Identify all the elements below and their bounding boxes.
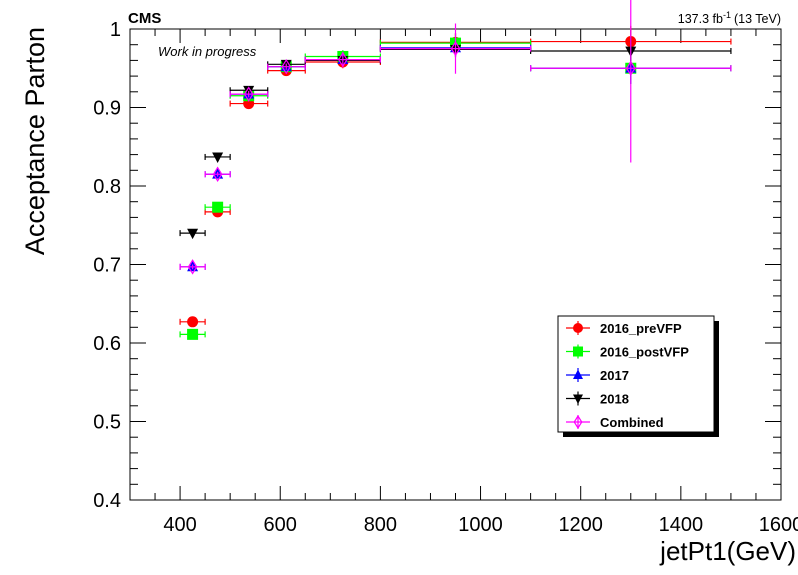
data-point: [281, 58, 292, 75]
legend-marker: [573, 394, 583, 404]
legend-label: 2017: [600, 368, 629, 383]
legend-item: 2016_postVFP: [566, 344, 689, 360]
x-tick-label: 1200: [558, 514, 603, 536]
x-tick-label: 800: [364, 514, 397, 536]
x-axis: 400 600 800 1000 1200 1400 1600: [129, 29, 798, 536]
legend-label: Combined: [600, 415, 664, 430]
legend-item: 2016_preVFP: [566, 321, 682, 336]
legend-marker: [573, 369, 583, 379]
legend-item: 2018: [566, 391, 629, 407]
y-axis-title: Acceptance Parton: [20, 27, 50, 255]
lumi-energy: (13 TeV): [734, 12, 781, 26]
legend-item: Combined: [566, 414, 664, 430]
legend-marker: [573, 414, 583, 430]
y-tick-label: 0.9: [93, 98, 121, 120]
data-point: [212, 166, 223, 182]
lumi-label: 137.3 fb-1 (13 TeV): [678, 10, 781, 26]
x-tick-label: 1000: [458, 514, 503, 536]
series-group: [179, 0, 732, 340]
data-point: [212, 201, 224, 213]
legend-label: 2016_postVFP: [600, 345, 689, 360]
legend-marker: [573, 323, 583, 333]
series-combined: [179, 0, 732, 275]
y-tick-label: 0.6: [93, 333, 121, 355]
experiment-label: CMS: [128, 10, 161, 27]
legend-box: [557, 315, 715, 433]
x-tick-label: 400: [163, 514, 196, 536]
data-point: [625, 60, 636, 76]
x-tick-label: 1400: [659, 514, 704, 536]
y-axis: 0.4 0.5 0.6 0.7 0.8 0.9 1: [93, 19, 781, 512]
data-point: [337, 51, 348, 68]
legend-item: 2017: [566, 368, 629, 383]
y-tick-label: 0.5: [93, 412, 121, 434]
work-in-progress-label: Work in progress: [158, 44, 257, 59]
x-axis-title: jetPt1(GeV): [659, 536, 796, 566]
y-tick-label: 0.7: [93, 255, 121, 277]
y-tick-label: 0.8: [93, 176, 121, 198]
data-point: [450, 40, 461, 57]
legend: 2016_preVFP 2016_postVFP 2017 2018 Combined: [557, 315, 719, 437]
data-point: [187, 259, 198, 275]
data-point: [243, 86, 254, 102]
y-tick-label: 0.4: [93, 490, 121, 512]
y-tick-label: 1: [110, 19, 121, 41]
lumi-exponent: -1: [723, 10, 731, 20]
data-point: [212, 152, 224, 164]
data-point: [187, 316, 199, 328]
lumi-value: 137.3 fb: [678, 12, 723, 26]
x-tick-label: 1600: [759, 514, 798, 536]
legend-label: 2018: [600, 392, 629, 407]
x-tick-label: 600: [264, 514, 297, 536]
data-point: [187, 328, 199, 340]
data-point: [187, 228, 199, 240]
legend-label: 2016_preVFP: [600, 321, 682, 336]
legend-marker: [573, 346, 583, 357]
